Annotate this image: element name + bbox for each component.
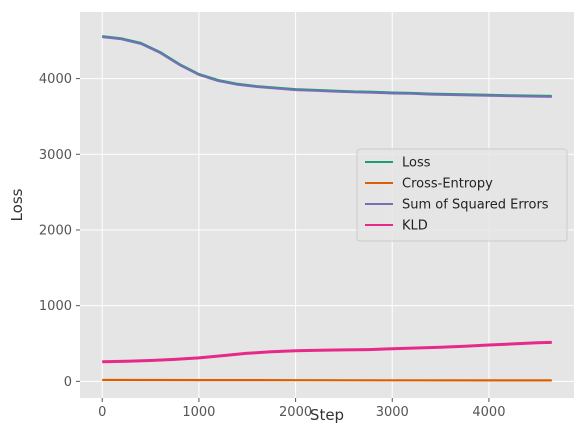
legend-label-loss: Loss xyxy=(402,156,431,171)
y-tick-label: 1000 xyxy=(39,299,72,314)
series-lines xyxy=(102,35,552,382)
y-tick-label: 0 xyxy=(64,375,72,390)
x-tick-label: 3000 xyxy=(376,405,409,420)
legend: Loss Cross-Entropy Sum of Squared Errors KL… xyxy=(356,148,568,242)
y-axis-label: Loss xyxy=(8,188,26,221)
x-axis-label: Step xyxy=(310,406,344,424)
y-tick-label: 2000 xyxy=(39,223,72,238)
legend-box xyxy=(356,148,568,242)
x-tick-label: 4000 xyxy=(472,405,505,420)
tick-labels: 0 1000 2000 3000 4000 0 1000 2000 3000 4000 xyxy=(39,72,506,420)
legend-label-cross-entropy: Cross-Entropy xyxy=(402,177,493,192)
legend-label-kld: KLD xyxy=(402,219,428,234)
y-tick-label: 4000 xyxy=(39,72,72,87)
series-line-kld xyxy=(102,340,552,364)
grid-lines xyxy=(80,12,574,398)
x-tick-label: 1000 xyxy=(182,405,215,420)
y-tick-label: 3000 xyxy=(39,148,72,163)
series-line-sum-of-squared-errors xyxy=(102,35,552,98)
x-tick-label: 0 xyxy=(98,405,106,420)
x-tick-label: 2000 xyxy=(279,405,312,420)
legend-label-sum-of-squared-errors: Sum of Squared Errors xyxy=(402,198,549,213)
